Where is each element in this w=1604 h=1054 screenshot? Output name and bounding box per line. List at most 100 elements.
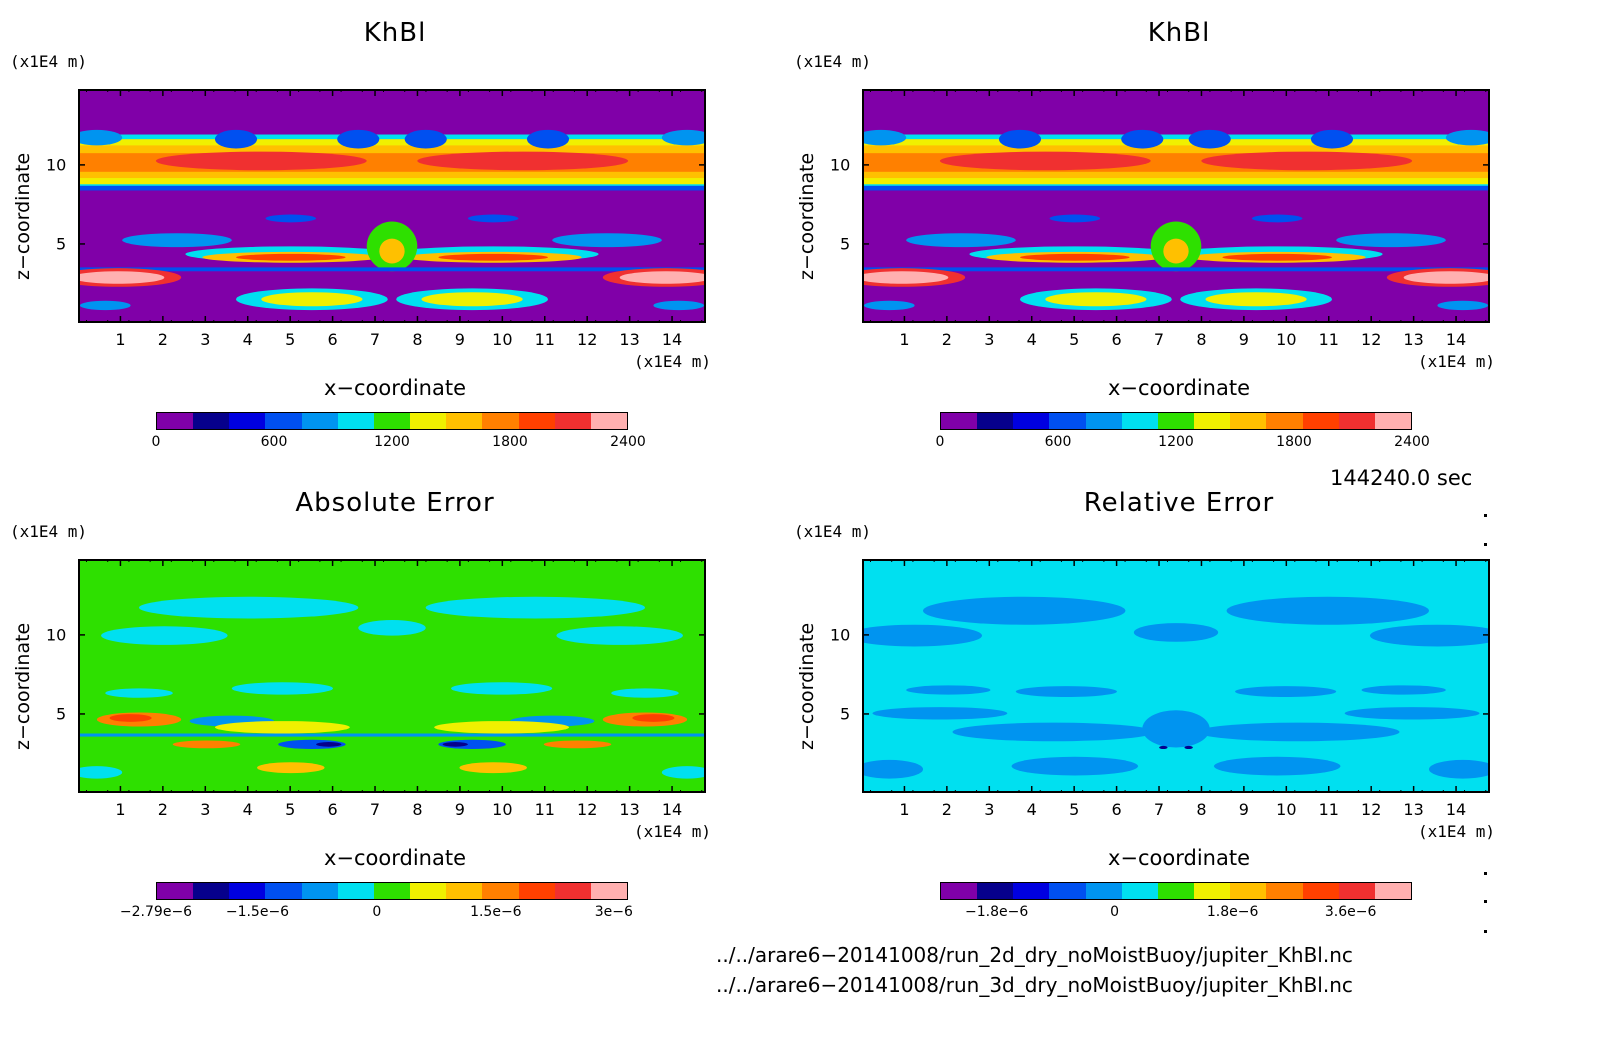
bottom-blob	[864, 300, 915, 311]
dot-marker	[1484, 900, 1487, 903]
panel-title: KhBl	[1147, 18, 1211, 48]
colorbar-swatch	[446, 413, 483, 429]
x-tick-label: 7	[1153, 800, 1165, 819]
colorbar-swatch	[193, 413, 230, 429]
file-path-2d: ../../arare6−20141008/run_2d_dry_noMoist…	[716, 943, 1353, 967]
colorbar-swatch	[229, 413, 266, 429]
upper-core	[417, 151, 629, 171]
colorbar-label: 600	[260, 434, 288, 450]
colorbar-swatch	[554, 413, 591, 429]
colorbar-swatch	[1121, 413, 1158, 429]
colorbar-label: 600	[1044, 434, 1072, 450]
contour-background	[864, 561, 1488, 791]
contour-plot	[78, 89, 706, 323]
error-patch	[611, 688, 679, 698]
colorbar-label: 0	[935, 434, 945, 450]
x-axis-label: x−coordinate	[1107, 846, 1251, 870]
x-unit-label: (x1E4 m)	[634, 822, 712, 841]
colorbar-swatch	[977, 883, 1014, 899]
lower-corner	[864, 271, 949, 284]
x-tick-label: 4	[1026, 800, 1037, 819]
rel-patch	[864, 624, 983, 647]
x-tick-label: 1	[115, 330, 126, 349]
colorbar-swatch	[301, 413, 338, 429]
contour-background	[80, 561, 704, 791]
colorbar-swatch	[1374, 883, 1412, 899]
error-hot	[543, 740, 612, 749]
mid-blob	[906, 233, 1016, 248]
rel-patch	[952, 722, 1155, 742]
error-hot	[109, 714, 152, 722]
x-tick-label: 1	[115, 800, 126, 819]
x-tick-label: 8	[1196, 800, 1207, 819]
colorbar	[156, 412, 628, 430]
colorbar-swatch	[301, 883, 338, 899]
lower-corner	[80, 271, 165, 284]
colorbar-label: 0	[372, 904, 382, 920]
x-tick-label: 6	[1111, 330, 1122, 349]
colorbar-swatch	[1302, 883, 1339, 899]
colorbar-swatch	[1194, 883, 1231, 899]
x-tick-label: 10	[1276, 800, 1297, 819]
error-cold	[438, 739, 506, 750]
x-axis-label: x−coordinate	[323, 376, 467, 400]
colorbar-swatch	[1230, 413, 1267, 429]
y-tick-label: 5	[56, 704, 67, 724]
colorbar-swatch	[157, 413, 194, 429]
error-cold	[278, 739, 346, 750]
x-tick-label: 7	[369, 800, 381, 819]
colorbar-swatch	[157, 883, 194, 899]
mid-blob	[122, 233, 232, 248]
colorbar-label: −2.79e−6	[119, 904, 193, 920]
dot-marker	[1484, 543, 1487, 546]
dot-marker	[1484, 514, 1487, 517]
error-hot	[214, 721, 350, 734]
rel-patch	[1235, 686, 1337, 697]
x-tick-label: 9	[1238, 800, 1249, 819]
rel-patch	[1428, 759, 1488, 779]
panel-title: KhBl	[363, 18, 427, 48]
rel-patch	[906, 685, 991, 695]
colorbar-label: 1200	[1158, 434, 1194, 450]
bottom-blob	[1437, 300, 1488, 311]
rel-patch	[1226, 596, 1429, 625]
file-path-3d: ../../arare6−20141008/run_3d_dry_noMoist…	[716, 973, 1353, 997]
rel-patch	[1361, 685, 1446, 695]
panel-khbl-3d: KhBl (x1E4 m) (x1E4 m) z−coordinate x−coordi…	[784, 0, 1544, 500]
x-tick-label: 7	[369, 330, 381, 349]
y-tick-label: 10	[830, 155, 851, 175]
panel-absolute-error: Absolute Error (x1E4 m) (x1E4 m) z−coordina…	[0, 470, 760, 970]
colorbar-swatch	[1194, 413, 1231, 429]
x-tick-label: 9	[454, 800, 465, 819]
x-tick-label: 13	[1403, 800, 1424, 819]
y-axis-label: z−coordinate	[796, 152, 818, 280]
x-tick-label: 14	[1445, 330, 1467, 349]
contour-background	[80, 91, 704, 321]
x-tick-label: 10	[492, 800, 513, 819]
error-patch	[139, 596, 359, 619]
bottom-blob	[1205, 292, 1307, 307]
contour-plot	[862, 89, 1490, 323]
rel-patch	[1344, 707, 1480, 720]
x-tick-label: 4	[1026, 330, 1037, 349]
colorbar-swatch	[229, 883, 266, 899]
x-tick-label: 12	[1361, 800, 1382, 819]
upper-dip	[1121, 129, 1164, 149]
x-tick-label: 11	[534, 330, 555, 349]
panel-relative-error: Relative Error (x1E4 m) (x1E4 m) z−coordina…	[784, 470, 1544, 970]
colorbar-swatch	[410, 883, 447, 899]
x-tick-label: 8	[412, 800, 423, 819]
x-tick-label: 5	[1069, 800, 1080, 819]
rel-patch	[1369, 624, 1488, 647]
z-unit-label: (x1E4 m)	[794, 52, 872, 71]
lower-band	[236, 253, 346, 261]
rel-patch	[864, 759, 924, 779]
upper-dip	[1310, 129, 1354, 149]
colorbar-label: 0	[151, 434, 161, 450]
upper-dip	[404, 129, 447, 149]
colorbar-swatch	[482, 413, 519, 429]
x-tick-label: 7	[1153, 330, 1165, 349]
colorbar-swatch	[518, 883, 555, 899]
colorbar-label: 1.8e−6	[1206, 904, 1259, 920]
y-tick-label: 5	[56, 234, 67, 254]
